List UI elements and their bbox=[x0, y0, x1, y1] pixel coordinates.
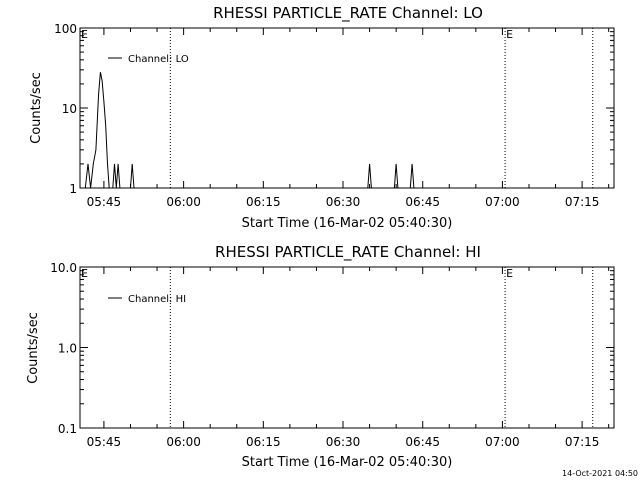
series-line bbox=[82, 72, 415, 188]
y-tick-label: 1.0 bbox=[58, 342, 77, 356]
x-axis-label: Start Time (16-Mar-02 05:40:30) bbox=[242, 455, 453, 470]
x-tick-label: 06:00 bbox=[166, 435, 201, 449]
legend-label: Channel: HI bbox=[128, 294, 186, 305]
chart-title: RHESSI PARTICLE_RATE Channel: LO bbox=[213, 4, 483, 23]
x-tick-label: 05:45 bbox=[87, 435, 122, 449]
generation-timestamp: 14-Oct-2021 04:50 bbox=[562, 469, 638, 478]
x-tick-label: 06:45 bbox=[405, 195, 440, 209]
y-axis-label: Counts/sec bbox=[29, 72, 44, 144]
x-tick-label: 05:45 bbox=[87, 195, 122, 209]
x-tick-label: 06:15 bbox=[246, 435, 281, 449]
x-tick-label: 07:00 bbox=[485, 435, 520, 449]
chart-title: RHESSI PARTICLE_RATE Channel: HI bbox=[215, 243, 481, 262]
event-marker-label: E bbox=[506, 28, 513, 41]
plot-frame bbox=[79, 27, 615, 189]
x-tick-label: 07:15 bbox=[565, 195, 600, 209]
legend-label: Channel: LO bbox=[128, 54, 189, 65]
y-tick-label: 100 bbox=[54, 22, 77, 36]
y-axis-label: Counts/sec bbox=[26, 312, 41, 384]
y-tick-label: 10 bbox=[62, 102, 77, 116]
x-tick-label: 07:00 bbox=[485, 195, 520, 209]
x-tick-label: 06:15 bbox=[246, 195, 281, 209]
chart-panel-lo: RHESSI PARTICLE_RATE Channel: LO Counts/… bbox=[29, 4, 615, 231]
plot-frame bbox=[79, 266, 615, 429]
x-tick-label: 06:30 bbox=[326, 435, 361, 449]
corner-marker-label: E bbox=[81, 28, 88, 41]
event-marker-label: E bbox=[506, 267, 513, 280]
chart-panel-hi: RHESSI PARTICLE_RATE Channel: HI Counts/… bbox=[26, 243, 615, 470]
y-tick-label: 0.1 bbox=[58, 422, 77, 436]
corner-marker-label: E bbox=[81, 267, 88, 280]
y-tick-label: 1 bbox=[69, 182, 77, 196]
x-tick-label: 06:00 bbox=[166, 195, 201, 209]
y-tick-label: 10.0 bbox=[50, 261, 77, 275]
x-tick-label: 06:45 bbox=[405, 435, 440, 449]
x-tick-label: 07:15 bbox=[565, 435, 600, 449]
x-tick-label: 06:30 bbox=[326, 195, 361, 209]
x-axis-label: Start Time (16-Mar-02 05:40:30) bbox=[242, 216, 453, 231]
